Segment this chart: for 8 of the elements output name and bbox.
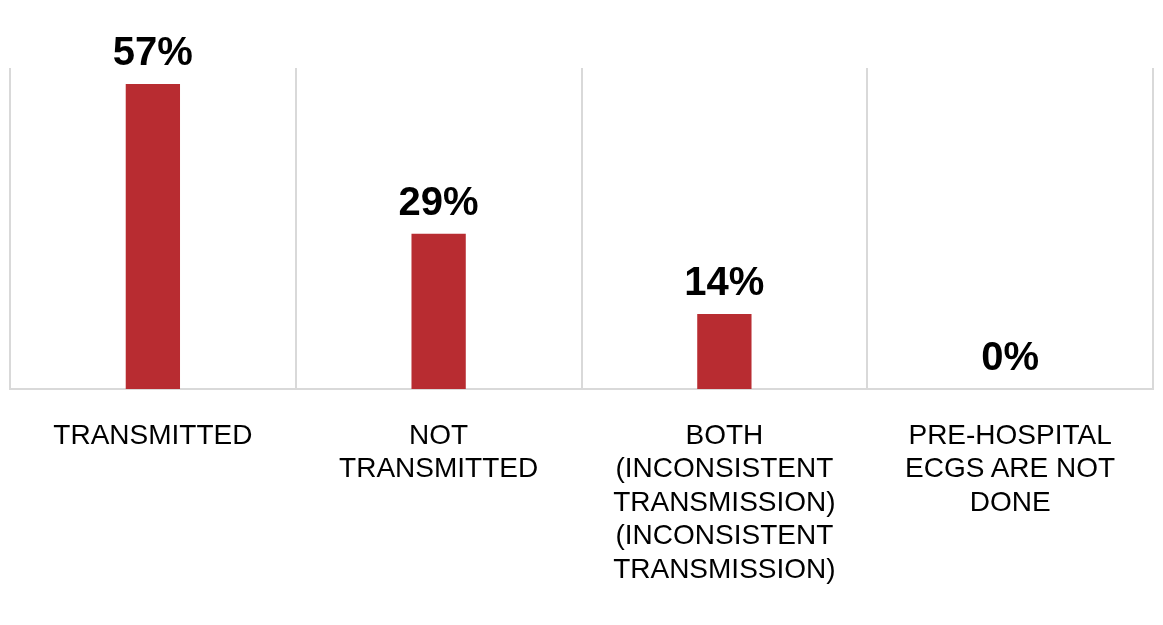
data-label: 14% — [684, 259, 765, 304]
x-tick-label: BOTH (INCONSISTENT TRANSMISSION) (INCONSISTENT TRANSMISSION) — [613, 418, 836, 584]
x-tick-label: TRANSMITTED — [53, 418, 253, 450]
data-label: 0% — [981, 334, 1040, 379]
x-tick-label: PRE-HOSPITAL ECGS ARE NOT DONE — [905, 418, 1116, 517]
data-label: 29% — [398, 178, 479, 223]
x-tick-label: NOT TRANSMITTED — [339, 418, 539, 484]
data-label: 57% — [112, 29, 193, 74]
